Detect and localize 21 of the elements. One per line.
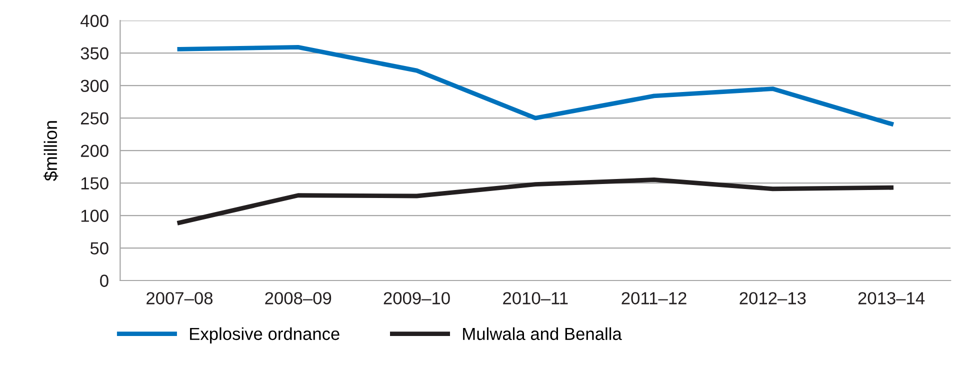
x-tick-label: 2011–12 <box>622 292 686 304</box>
y-tick-label: 350 <box>80 47 108 60</box>
x-tick-label: 2009–10 <box>384 292 450 304</box>
y-tick-label: 200 <box>80 144 108 157</box>
x-tick-label: 2010–11 <box>503 292 568 304</box>
legend-label: Explosive ordnance <box>190 327 340 344</box>
y-tick-label: 150 <box>81 177 108 190</box>
y-tick-label: 400 <box>80 14 108 28</box>
y-tick-label: 50 <box>90 242 108 254</box>
line-series <box>177 178 894 225</box>
legend-label: Mulwala and Benalla <box>463 327 622 340</box>
line-series <box>177 44 894 126</box>
y-tick-label: 250 <box>80 112 108 125</box>
y-axis-title: $million <box>44 121 58 181</box>
x-tick-label: 2013–14 <box>858 292 925 304</box>
y-tick-label: 300 <box>80 80 108 92</box>
x-tick-label: 2007–08 <box>146 292 213 304</box>
y-tick-label: 100 <box>81 210 108 222</box>
y-tick-label: 0 <box>100 274 108 287</box>
x-tick-label: 2008–09 <box>265 292 332 304</box>
x-tick-label: 2012–13 <box>740 292 806 304</box>
